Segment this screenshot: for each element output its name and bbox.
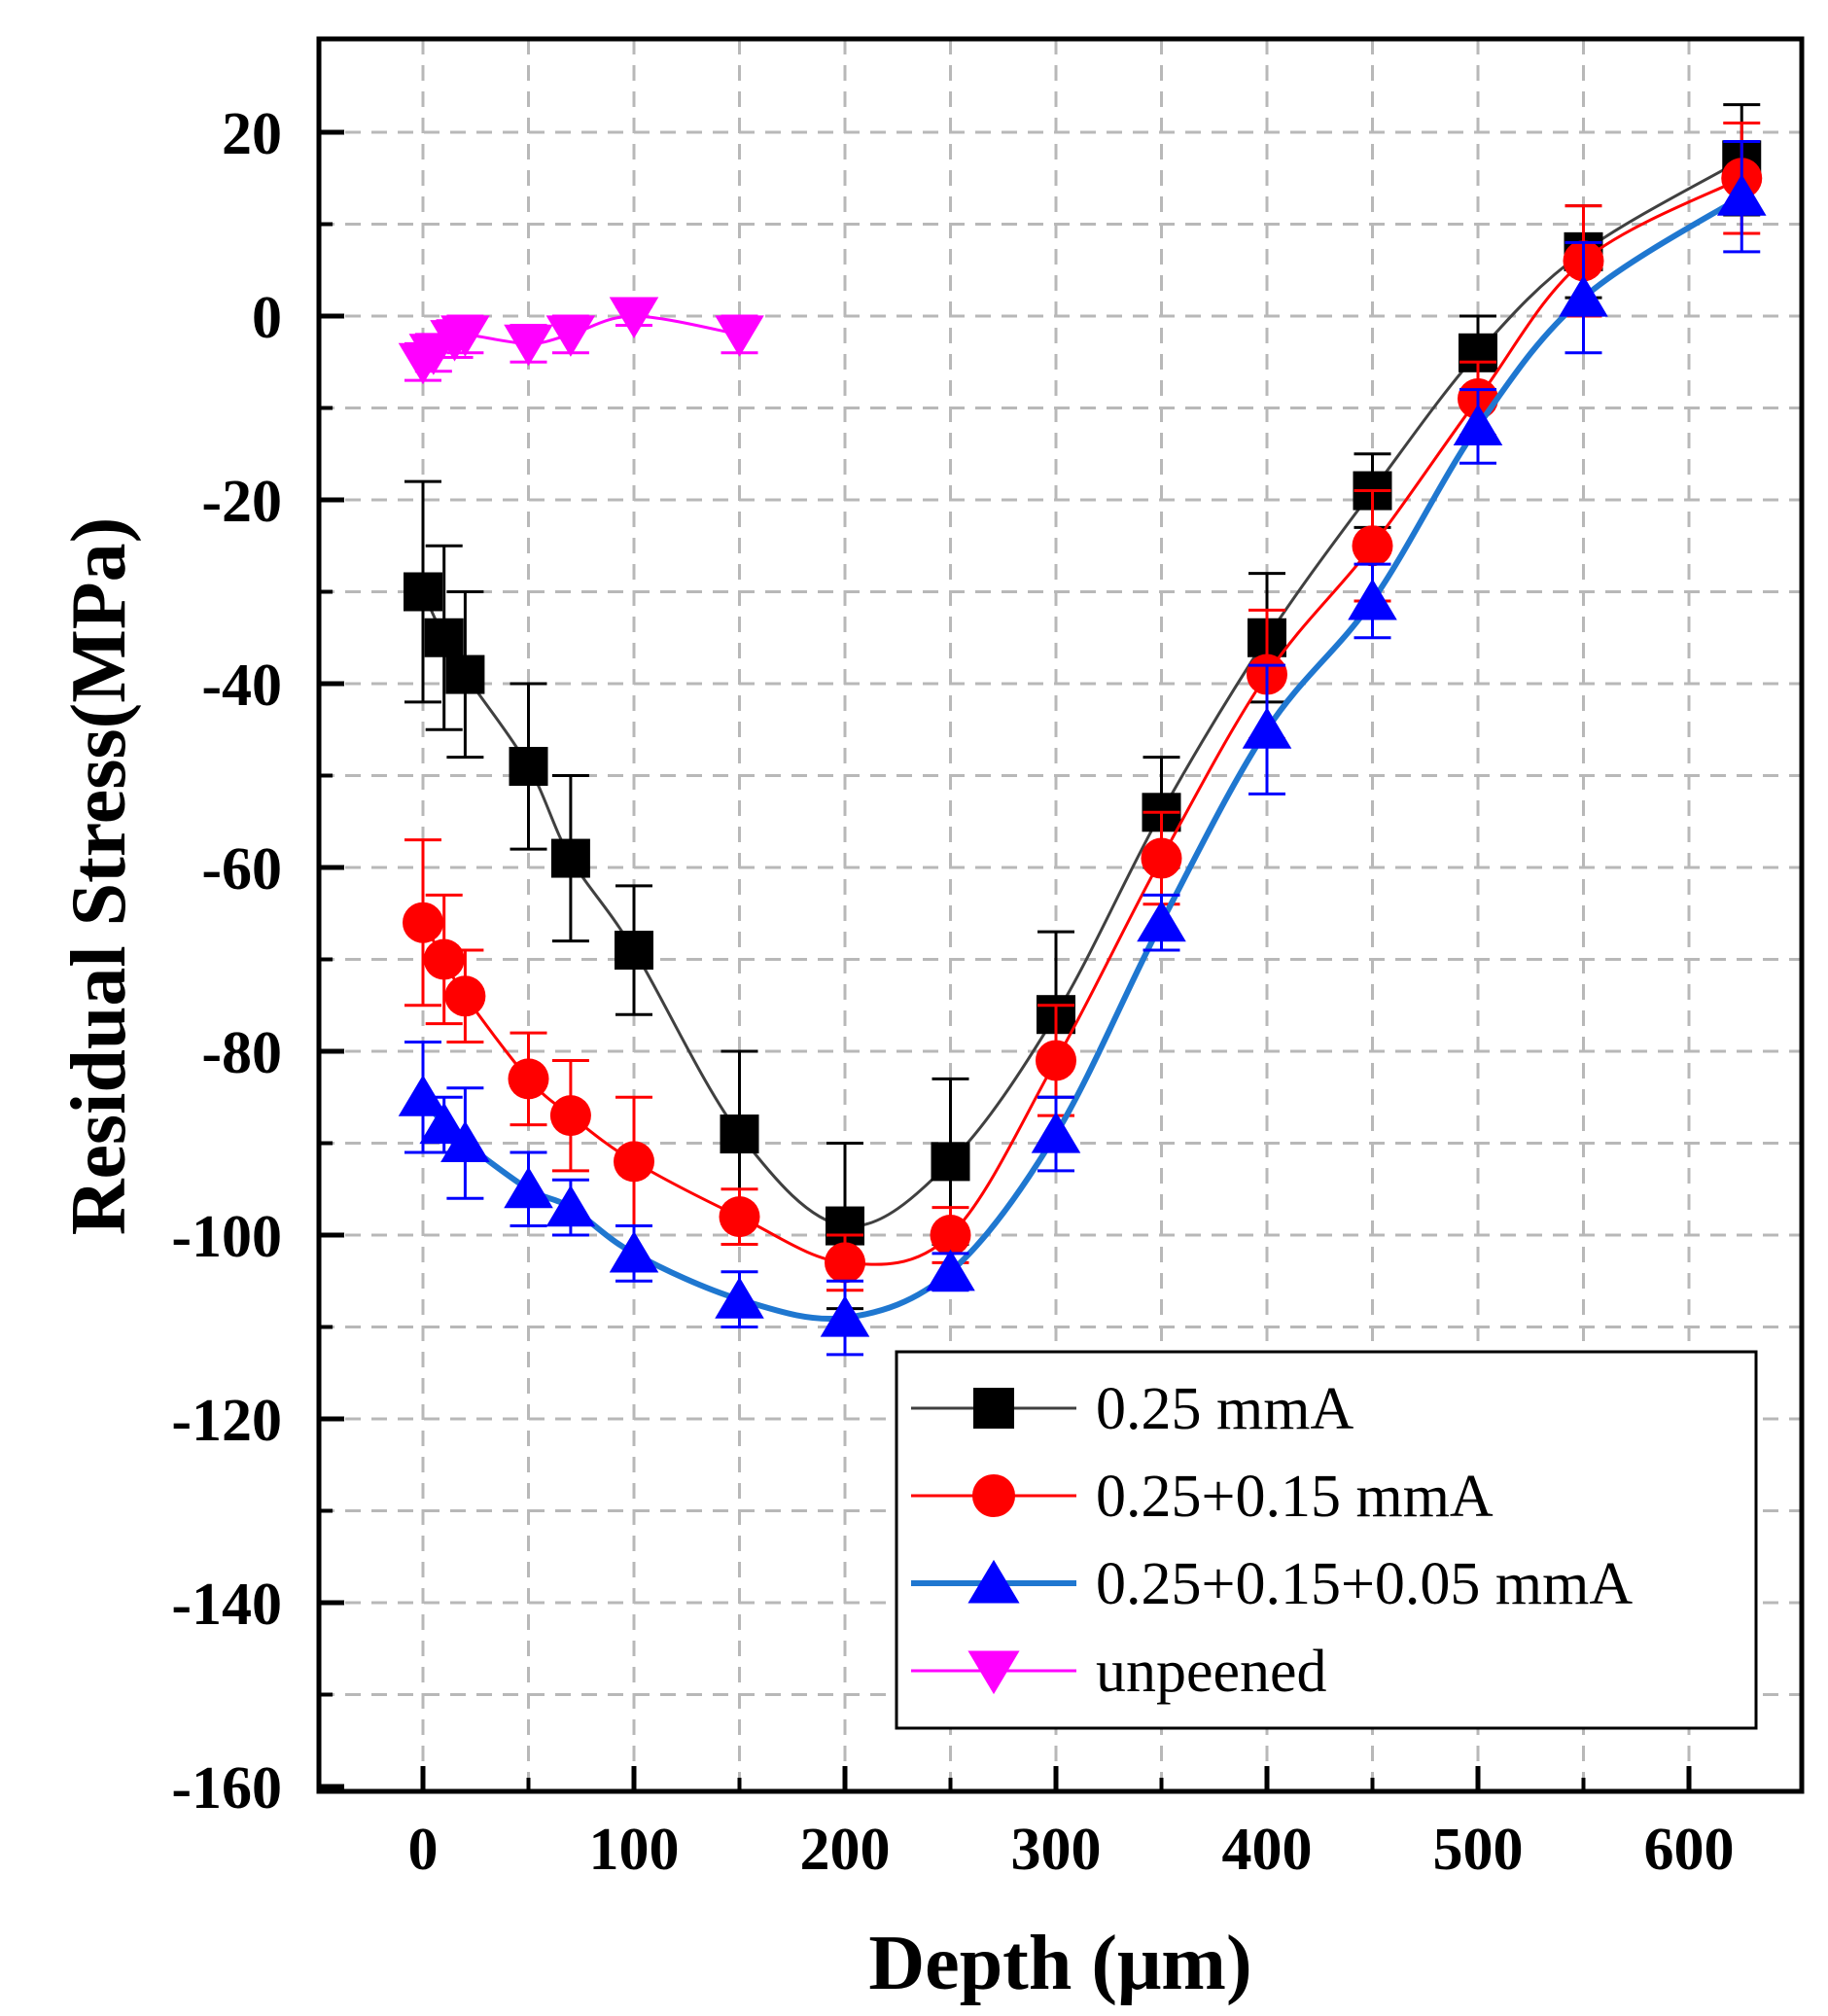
data-point	[1242, 707, 1292, 749]
y-tick-label: 20	[222, 101, 282, 167]
x-tick-label: 0	[408, 1817, 439, 1883]
series-3	[398, 297, 764, 385]
data-point	[440, 1120, 490, 1163]
data-point	[545, 1185, 596, 1227]
legend: 0.25 mmA 0.25+0.15 mmA 0.25+0.15+0.05 mmA u…	[895, 1350, 1758, 1730]
data-point	[419, 1102, 469, 1145]
legend-item: unpeened	[911, 1639, 1327, 1705]
legend-item: 0.25+0.15 mmA	[911, 1464, 1494, 1530]
data-point	[423, 938, 465, 980]
data-point	[509, 747, 548, 787]
x-tick-label: 200	[800, 1817, 891, 1883]
data-point	[404, 572, 442, 612]
data-point	[1031, 1112, 1081, 1153]
x-tick-label: 300	[1011, 1817, 1102, 1883]
legend-marker	[971, 1473, 1016, 1518]
y-tick-label: -100	[171, 1204, 282, 1270]
data-point	[403, 902, 443, 943]
data-point	[609, 1230, 659, 1273]
data-point	[1559, 275, 1608, 317]
data-point	[1137, 900, 1186, 942]
data-point	[445, 654, 485, 694]
y-tick-label: -160	[171, 1755, 282, 1821]
y-tick-label: -20	[201, 469, 282, 535]
data-point	[545, 315, 596, 357]
data-point	[440, 315, 490, 357]
y-tick-label: -80	[201, 1020, 282, 1086]
data-point	[609, 297, 659, 338]
y-tick-label: -120	[171, 1388, 282, 1454]
legend-label: unpeened	[1096, 1639, 1327, 1705]
data-point	[931, 1142, 970, 1182]
data-point	[549, 1095, 591, 1137]
data-point	[424, 618, 464, 657]
data-point	[444, 975, 486, 1017]
legend-label: 0.25 mmA	[1096, 1376, 1353, 1442]
legend-marker	[967, 1650, 1020, 1695]
data-point	[930, 1215, 971, 1256]
data-point	[1141, 837, 1182, 879]
data-point	[614, 1141, 654, 1183]
y-tick-label: 0	[252, 285, 282, 351]
y-tick-label: -140	[171, 1572, 282, 1638]
data-point	[715, 1277, 764, 1319]
x-tick-label: 600	[1644, 1817, 1735, 1883]
series-2	[398, 139, 1767, 1357]
data-point	[1716, 174, 1767, 216]
data-point	[1453, 404, 1503, 445]
data-point	[615, 931, 653, 971]
legend-marker	[967, 1559, 1020, 1604]
legend-label: 0.25+0.15 mmA	[1096, 1464, 1494, 1530]
legend-box	[895, 1350, 1758, 1730]
plot-frame	[316, 36, 1805, 1794]
y-tick-label: -60	[201, 836, 282, 902]
data-point	[825, 1242, 865, 1284]
series-line	[421, 159, 1743, 1228]
data-point	[398, 1075, 448, 1116]
plot-area	[398, 103, 1767, 1357]
legend-marker	[973, 1388, 1014, 1429]
data-point	[820, 1295, 870, 1337]
data-point	[926, 1249, 975, 1291]
data-point	[715, 315, 764, 357]
data-point	[1348, 578, 1397, 620]
legend-label: 0.25+0.15+0.05 mmA	[1096, 1551, 1633, 1617]
data-point	[504, 1166, 553, 1209]
data-point	[1036, 1040, 1076, 1081]
data-point	[1352, 525, 1393, 567]
data-point	[504, 324, 553, 367]
data-point	[550, 838, 590, 878]
y-axis-title: Residual Stress(MPa)	[56, 517, 142, 1235]
data-point	[508, 1058, 549, 1100]
y-tick-label: -40	[201, 653, 282, 719]
x-tick-label: 100	[589, 1817, 680, 1883]
x-tick-label: 400	[1222, 1817, 1313, 1883]
legend-item: 0.25+0.15+0.05 mmA	[911, 1551, 1633, 1617]
legend-item: 0.25 mmA	[911, 1376, 1353, 1442]
data-point	[720, 1114, 759, 1154]
x-tick-label: 500	[1433, 1817, 1524, 1883]
data-point	[719, 1196, 760, 1238]
x-axis-title: Depth (μm)	[868, 1921, 1251, 2006]
